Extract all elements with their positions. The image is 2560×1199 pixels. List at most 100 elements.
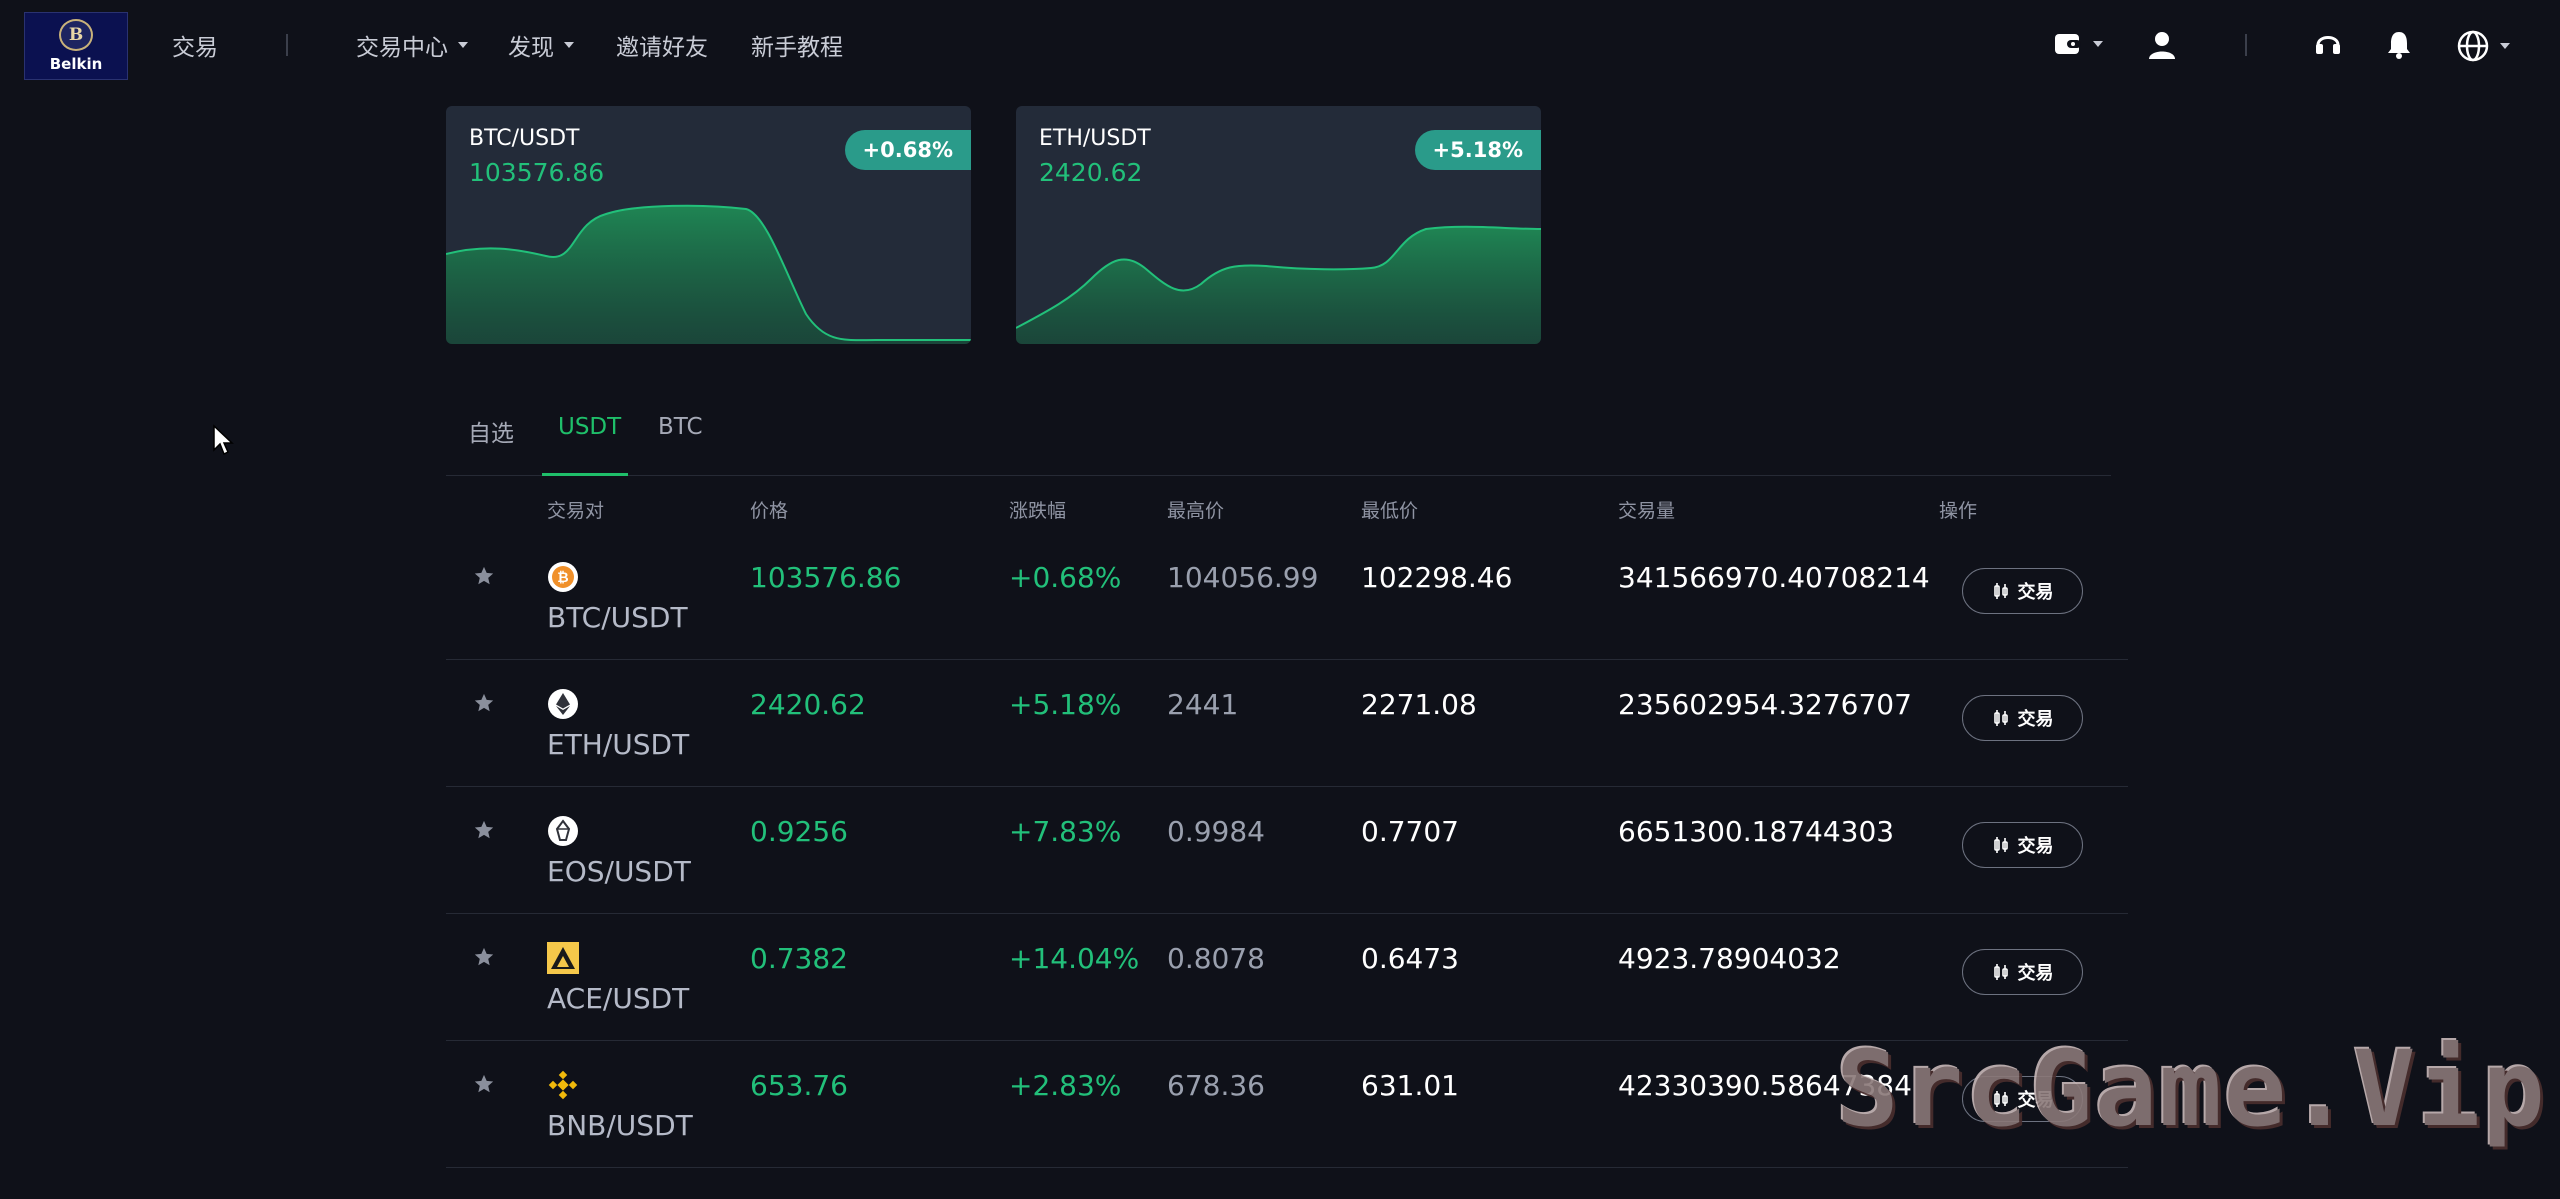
nav-invite-friends[interactable]: 邀请好友 <box>616 28 708 62</box>
high-cell: 104056.99 <box>1167 561 1319 594</box>
candlestick-icon <box>1993 710 2008 726</box>
card-pair: ETH/USDT <box>1039 126 1151 151</box>
high-cell: 0.9984 <box>1167 815 1265 848</box>
high-cell: 0.8078 <box>1167 942 1265 975</box>
star-icon[interactable] <box>473 946 495 972</box>
candlestick-icon <box>1993 837 2008 853</box>
nav-tutorial-label: 新手教程 <box>751 35 843 61</box>
column-header-volume: 交易量 <box>1618 500 1676 522</box>
logo-brand-text: Belkin <box>49 55 103 73</box>
change-cell: +0.68% <box>1009 561 1122 594</box>
sparkline-chart <box>1016 225 1541 344</box>
bitcoin-icon: ₿ <box>547 561 579 593</box>
volume-cell: 235602954.3276707 <box>1618 688 1912 721</box>
pair-name[interactable]: BTC/USDT <box>547 601 688 634</box>
nav-trading-center-label: 交易中心 <box>356 35 448 61</box>
sparkline-chart <box>446 204 971 344</box>
volume-cell: 42330390.58647384 <box>1618 1069 1912 1102</box>
column-header-price: 价格 <box>750 500 789 522</box>
star-icon[interactable] <box>473 1073 495 1099</box>
tab-favorites[interactable]: 自选 <box>468 421 514 447</box>
trade-button[interactable]: 交易 <box>1962 1076 2083 1122</box>
trade-button[interactable]: 交易 <box>1962 568 2083 614</box>
high-cell: 2441 <box>1167 688 1239 721</box>
nav-trading-center[interactable]: 交易中心 <box>356 28 468 62</box>
chevron-down-icon <box>2500 43 2510 49</box>
change-cell: +2.83% <box>1009 1069 1122 1102</box>
trade-button-label: 交易 <box>2017 836 2054 857</box>
bnb-icon <box>547 1069 579 1101</box>
low-cell: 0.7707 <box>1361 815 1459 848</box>
globe-icon <box>2457 30 2489 62</box>
trade-button-label: 交易 <box>2017 1090 2054 1111</box>
price-cell: 653.76 <box>750 1069 848 1102</box>
trade-button[interactable]: 交易 <box>1962 949 2083 995</box>
pair-name[interactable]: EOS/USDT <box>547 855 691 888</box>
column-header-action: 操作 <box>1939 500 1978 522</box>
volume-cell: 6651300.18744303 <box>1618 815 1895 848</box>
candlestick-icon <box>1993 964 2008 980</box>
user-menu[interactable] <box>2146 29 2178 61</box>
nav-tutorial[interactable]: 新手教程 <box>751 28 843 62</box>
trade-button[interactable]: 交易 <box>1962 822 2083 868</box>
high-cell: 678.36 <box>1167 1069 1265 1102</box>
card-price: 2420.62 <box>1039 158 1143 187</box>
chevron-down-icon <box>458 42 468 48</box>
card-price: 103576.86 <box>469 158 605 187</box>
change-cell: +14.04% <box>1009 942 1140 975</box>
pair-name[interactable]: ETH/USDT <box>547 728 690 761</box>
nav-trade[interactable]: 交易 <box>172 28 218 62</box>
notifications-button[interactable] <box>2385 29 2413 59</box>
chevron-down-icon <box>564 42 574 48</box>
change-badge: +0.68% <box>844 130 971 170</box>
star-icon[interactable] <box>473 692 495 718</box>
change-badge: +5.18% <box>1414 130 1541 170</box>
column-header-change: 涨跌幅 <box>1009 500 1067 522</box>
support-button[interactable] <box>2315 29 2341 59</box>
top-navigation-bar: B Belkin 交易 交易中心 发现 邀请好友 新手教程 <box>0 0 2560 95</box>
ethereum-icon <box>547 688 579 720</box>
trade-button-label: 交易 <box>2017 582 2054 603</box>
chevron-down-icon <box>2093 41 2103 47</box>
watermark-text: SrcGame.Vip <box>1836 1028 2547 1150</box>
table-row[interactable]: ETH/USDT 2420.62 +5.18% 2441 2271.08 23560295… <box>446 660 2128 787</box>
trade-button-label: 交易 <box>2017 963 2054 984</box>
tab-usdt[interactable]: USDT <box>558 414 622 440</box>
trade-button[interactable]: 交易 <box>1962 695 2083 741</box>
price-cell: 0.7382 <box>750 942 848 975</box>
language-menu[interactable] <box>2456 29 2510 63</box>
nav-trade-label: 交易 <box>172 35 218 61</box>
wallet-menu[interactable] <box>2053 29 2103 59</box>
ace-icon <box>547 942 579 974</box>
table-row[interactable]: EOS/USDT 0.9256 +7.83% 0.9984 0.7707 6651300.… <box>446 787 2128 914</box>
trade-button-label: 交易 <box>2017 709 2054 730</box>
price-cell: 2420.62 <box>750 688 866 721</box>
table-row[interactable]: BNB/USDT 653.76 +2.83% 678.36 631.01 42330390… <box>446 1041 2128 1168</box>
star-icon[interactable] <box>473 819 495 845</box>
market-tabs: 自选 USDT BTC <box>446 400 2111 476</box>
nav-divider <box>286 34 288 56</box>
price-cell: 103576.86 <box>750 561 902 594</box>
pair-name[interactable]: BNB/USDT <box>547 1109 693 1142</box>
svg-text:₿: ₿ <box>557 570 568 586</box>
active-tab-indicator <box>542 473 628 476</box>
pair-name[interactable]: ACE/USDT <box>547 982 690 1015</box>
header-divider <box>2245 34 2247 56</box>
volume-cell: 4923.78904032 <box>1618 942 1841 975</box>
nav-discover[interactable]: 发现 <box>508 28 574 62</box>
candlestick-icon <box>1993 583 2008 599</box>
star-icon[interactable] <box>473 565 495 591</box>
table-row[interactable]: ₿ BTC/USDT 103576.86 +0.68% 104056.99 102298.… <box>446 533 2128 660</box>
belkin-logo[interactable]: B Belkin <box>24 12 128 80</box>
headset-icon <box>2316 36 2340 54</box>
table-row[interactable]: ACE/USDT 0.7382 +14.04% 0.8078 0.6473 4923.78… <box>446 914 2128 1041</box>
mouse-cursor-icon <box>213 424 234 456</box>
user-icon <box>2149 32 2175 59</box>
logo-emblem: B <box>59 19 93 51</box>
tab-btc[interactable]: BTC <box>658 414 703 440</box>
market-card-eth[interactable]: ETH/USDT 2420.62 +5.18% <box>1016 106 1541 344</box>
bell-icon <box>2388 32 2410 59</box>
change-cell: +7.83% <box>1009 815 1122 848</box>
nav-discover-label: 发现 <box>508 35 554 61</box>
market-card-btc[interactable]: BTC/USDT 103576.86 +0.68% <box>446 106 971 344</box>
